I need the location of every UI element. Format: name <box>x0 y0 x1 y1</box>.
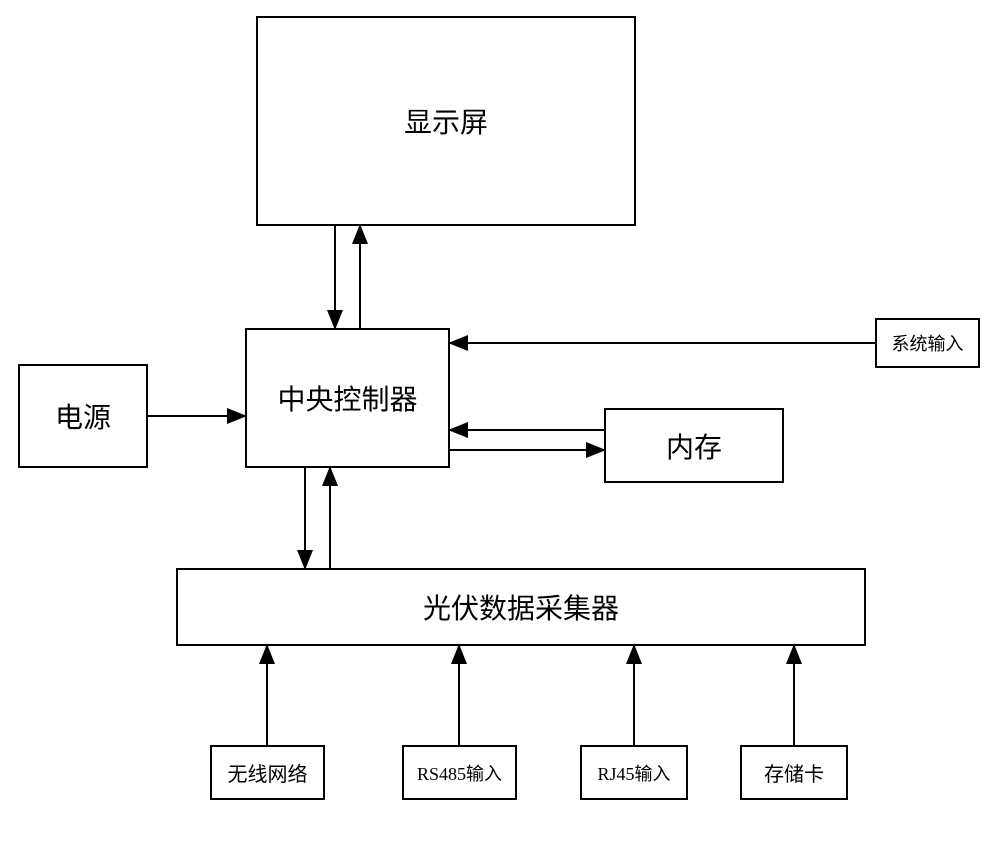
edges-layer <box>0 0 1000 841</box>
